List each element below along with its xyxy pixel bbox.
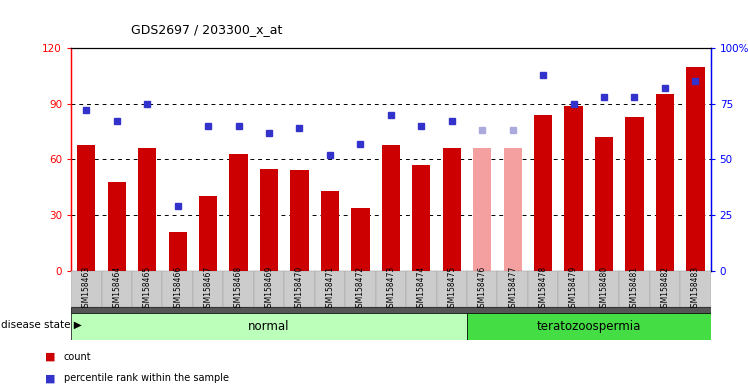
- Text: percentile rank within the sample: percentile rank within the sample: [64, 373, 229, 383]
- Bar: [321, 191, 339, 271]
- Bar: [473, 148, 491, 271]
- Bar: [656, 94, 674, 271]
- Text: GSM158476: GSM158476: [478, 266, 487, 312]
- Bar: [168, 232, 187, 271]
- Bar: [254, 271, 284, 307]
- Bar: [345, 271, 375, 307]
- Text: GSM158468: GSM158468: [234, 266, 243, 312]
- Bar: [199, 197, 217, 271]
- Bar: [565, 106, 583, 271]
- Text: GSM158467: GSM158467: [203, 266, 212, 312]
- Bar: [290, 170, 309, 271]
- Text: GSM158466: GSM158466: [173, 266, 183, 312]
- Bar: [595, 137, 613, 271]
- Bar: [375, 271, 406, 307]
- Text: GSM158481: GSM158481: [630, 266, 639, 312]
- Text: GSM158478: GSM158478: [539, 266, 548, 312]
- Bar: [230, 154, 248, 271]
- Bar: [528, 271, 558, 307]
- Text: GSM158463: GSM158463: [82, 266, 91, 312]
- Text: GSM158471: GSM158471: [325, 266, 334, 312]
- Bar: [284, 271, 315, 307]
- Text: GSM158474: GSM158474: [417, 266, 426, 312]
- Bar: [467, 271, 497, 307]
- Text: disease state ▶: disease state ▶: [1, 320, 82, 330]
- Bar: [680, 271, 711, 307]
- Text: ■: ■: [45, 352, 55, 362]
- Bar: [315, 271, 345, 307]
- Bar: [102, 271, 132, 307]
- Bar: [132, 271, 162, 307]
- Bar: [138, 148, 156, 271]
- Bar: [589, 271, 619, 307]
- Bar: [260, 169, 278, 271]
- Text: GSM158465: GSM158465: [143, 266, 152, 312]
- Bar: [467, 313, 711, 340]
- Bar: [108, 182, 126, 271]
- Bar: [686, 66, 705, 271]
- Text: GSM158483: GSM158483: [691, 266, 700, 312]
- Text: GSM158469: GSM158469: [265, 266, 274, 312]
- Bar: [71, 271, 102, 307]
- Bar: [406, 271, 437, 307]
- Bar: [71, 313, 467, 340]
- Text: ■: ■: [45, 373, 55, 383]
- Text: GSM158480: GSM158480: [599, 266, 609, 312]
- Bar: [162, 271, 193, 307]
- Bar: [558, 271, 589, 307]
- Bar: [497, 271, 528, 307]
- Bar: [650, 271, 680, 307]
- Bar: [625, 117, 643, 271]
- Text: GSM158473: GSM158473: [386, 266, 396, 312]
- Bar: [352, 208, 370, 271]
- Bar: [77, 144, 96, 271]
- Bar: [224, 271, 254, 307]
- Bar: [443, 148, 461, 271]
- Bar: [437, 271, 467, 307]
- Bar: [71, 307, 711, 313]
- Text: GSM158482: GSM158482: [660, 266, 669, 312]
- Bar: [412, 165, 430, 271]
- Text: GSM158470: GSM158470: [295, 266, 304, 312]
- Text: GSM158472: GSM158472: [356, 266, 365, 312]
- Text: normal: normal: [248, 320, 289, 333]
- Text: GDS2697 / 203300_x_at: GDS2697 / 203300_x_at: [131, 23, 282, 36]
- Text: teratozoospermia: teratozoospermia: [536, 320, 641, 333]
- Bar: [619, 271, 650, 307]
- Bar: [534, 115, 552, 271]
- Text: GSM158464: GSM158464: [112, 266, 121, 312]
- Text: GSM158477: GSM158477: [508, 266, 517, 312]
- Bar: [381, 144, 400, 271]
- Text: GSM158479: GSM158479: [569, 266, 578, 312]
- Text: count: count: [64, 352, 91, 362]
- Bar: [193, 271, 224, 307]
- Text: GSM158475: GSM158475: [447, 266, 456, 312]
- Bar: [503, 148, 522, 271]
